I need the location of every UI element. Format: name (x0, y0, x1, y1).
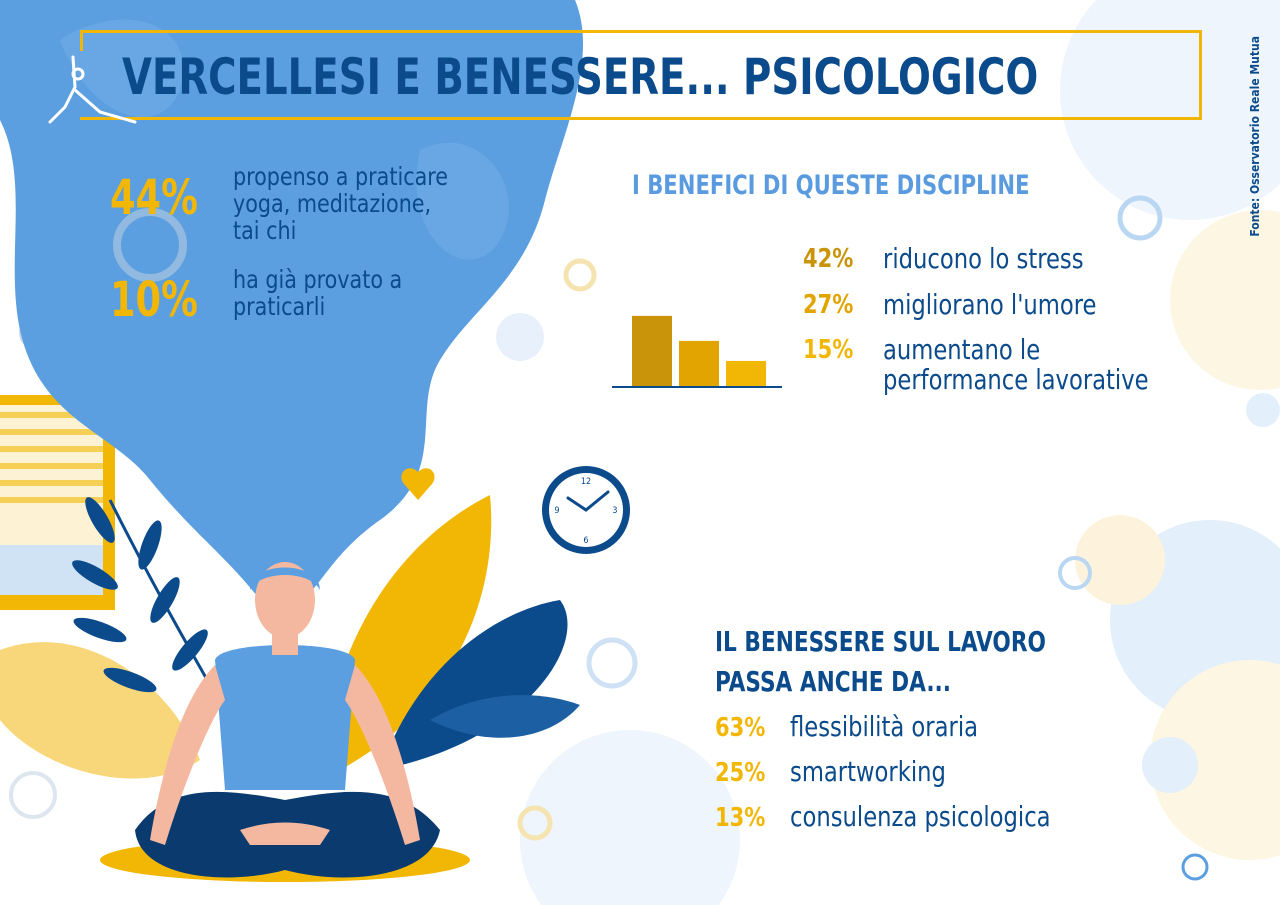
benefit-text: aumentano le performance lavorative (883, 335, 1149, 395)
work-heading: IL BENESSERE SUL LAVORO PASSA ANCHE DA..… (715, 622, 1046, 702)
work-value: 63% (715, 713, 766, 743)
yoga-pose-icon (48, 55, 137, 124)
benefit-text-line: performance lavorative (883, 363, 1149, 396)
source-credit: Fonte: Osservatorio Reale Mutua (1248, 36, 1262, 237)
stat-text-line: praticarli (233, 292, 326, 321)
stat-text-line: tai chi (233, 216, 297, 245)
work-value: 25% (715, 758, 766, 788)
benefit-bar (726, 360, 766, 386)
benefit-text-line: aumentano le (883, 333, 1041, 366)
work-text: smartworking (790, 755, 946, 788)
benefit-value: 15% (803, 335, 854, 365)
work-heading-line: PASSA ANCHE DA... (715, 665, 952, 698)
benefit-value: 27% (803, 290, 854, 320)
work-value: 13% (715, 803, 766, 833)
clock-label: 12 (581, 477, 591, 487)
title-frame (80, 30, 1202, 120)
benefit-text: riducono lo stress (883, 242, 1084, 275)
benefit-text: migliorano l'umore (883, 288, 1097, 321)
clock-label: 9 (554, 506, 559, 516)
benefit-bar (679, 340, 719, 386)
benefit-bar (632, 315, 672, 386)
stat-value: 44% (110, 170, 198, 226)
clock-label: 3 (612, 506, 617, 516)
benefits-bar-chart (632, 315, 766, 386)
stat-value: 10% (110, 272, 198, 328)
benefit-value: 42% (803, 244, 854, 274)
benefits-heading: I BENEFICI DI QUESTE DISCIPLINE (632, 170, 1030, 201)
stat-text: propenso a praticare yoga, meditazione, … (233, 163, 448, 244)
work-heading-line: IL BENESSERE SUL LAVORO (715, 625, 1046, 658)
clock-icon: 12 3 6 9 (542, 466, 630, 554)
stat-text-line: yoga, meditazione, (233, 189, 432, 218)
stat-text-line: ha già provato a (233, 265, 403, 294)
stat-text: ha già provato a praticarli (233, 266, 402, 320)
clock-label: 6 (583, 536, 588, 546)
work-text: consulenza psicologica (790, 800, 1051, 833)
stat-text-line: propenso a praticare (233, 162, 449, 191)
work-text: flessibilità oraria (790, 710, 979, 743)
page-title: VERCELLESI E BENESSERE... PSICOLOGICO (122, 48, 1039, 106)
